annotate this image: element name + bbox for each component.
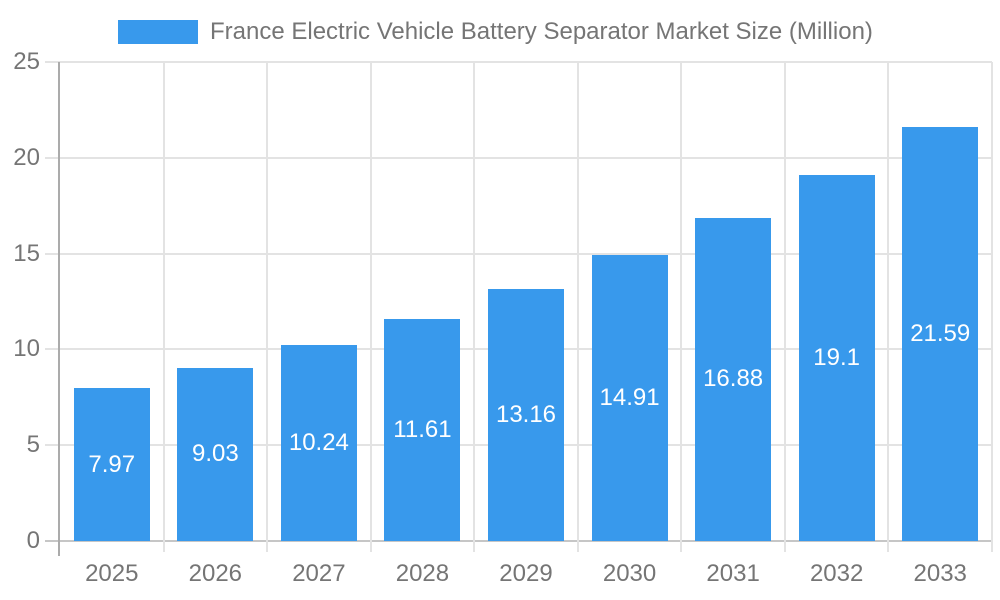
bar xyxy=(902,127,979,541)
bar-value-label-box: 16.88 xyxy=(695,218,771,541)
x-axis-tick-label: 2030 xyxy=(602,560,657,587)
bar-value-label: 19.1 xyxy=(813,344,861,371)
y-axis-tick-label: 10 xyxy=(13,335,40,363)
bar-value-label-box: 13.16 xyxy=(488,289,564,541)
bar-value-label: 21.59 xyxy=(910,320,971,348)
bar xyxy=(384,318,461,541)
x-axis-tick-label: 2026 xyxy=(188,560,243,587)
gridline-vertical xyxy=(887,62,890,552)
bar xyxy=(591,255,668,541)
gridline-vertical xyxy=(783,62,786,552)
gridline-vertical xyxy=(576,62,579,552)
bar-value-label: 10.24 xyxy=(288,428,349,456)
bar-value-label-box: 14.91 xyxy=(592,255,668,541)
bar xyxy=(798,175,875,541)
bar-value-label-box: 21.59 xyxy=(902,127,978,541)
y-axis-tick-label: 15 xyxy=(13,239,40,267)
bar xyxy=(73,388,150,541)
bar-value-label: 9.03 xyxy=(191,440,239,468)
legend-swatch xyxy=(118,20,198,44)
gridline-vertical xyxy=(162,62,165,552)
bar-value-label: 13.16 xyxy=(495,400,557,428)
gridline-vertical xyxy=(266,62,269,552)
bar-value-label-box: 7.97 xyxy=(74,388,150,541)
bar xyxy=(488,288,564,541)
y-axis-line xyxy=(58,62,60,556)
x-axis-tick-label: 2032 xyxy=(809,560,864,587)
bar-value-label: 14.91 xyxy=(599,384,660,412)
y-axis-tick-label: 25 xyxy=(13,48,40,75)
gridline-vertical xyxy=(680,62,683,552)
bar-value-label: 7.97 xyxy=(88,450,136,478)
bar-value-label: 11.61 xyxy=(393,415,452,443)
bar xyxy=(177,367,254,541)
x-axis-tick-label: 2025 xyxy=(85,560,139,587)
x-axis-tick-label: 2028 xyxy=(395,560,450,587)
gridline-horizontal xyxy=(45,252,992,255)
x-axis-tick-label: 2033 xyxy=(913,560,967,587)
gridline-horizontal xyxy=(45,61,992,63)
gridline-vertical xyxy=(473,62,476,552)
bar-value-label-box: 11.61 xyxy=(384,319,460,541)
x-axis-tick-label: 2029 xyxy=(499,560,553,587)
y-axis-tick-label: 0 xyxy=(26,527,40,554)
bar xyxy=(695,217,772,541)
legend-label: France Electric Vehicle Battery Separato… xyxy=(210,18,873,45)
x-axis-line xyxy=(45,540,992,542)
bar-value-label-box: 9.03 xyxy=(177,368,253,541)
gridline-horizontal xyxy=(45,156,992,159)
x-axis-tick-label: 2031 xyxy=(706,560,760,587)
y-axis-tick-label: 20 xyxy=(13,143,40,171)
bar-value-label-box: 19.1 xyxy=(799,175,875,541)
bar-value-label-box: 10.24 xyxy=(281,345,357,541)
gridline-vertical xyxy=(369,62,372,552)
bar-value-label: 16.88 xyxy=(703,365,764,393)
legend: France Electric Vehicle Battery Separato… xyxy=(118,18,873,46)
gridline-vertical xyxy=(991,62,993,552)
x-axis-tick-label: 2027 xyxy=(292,560,346,587)
y-axis-tick-label: 5 xyxy=(26,431,40,459)
bar xyxy=(280,344,357,541)
